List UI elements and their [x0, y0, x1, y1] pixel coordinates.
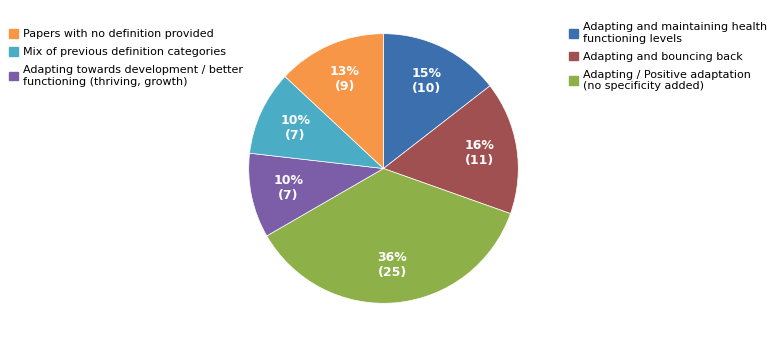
Text: 10%
(7): 10% (7): [281, 114, 311, 142]
Legend: Adapting and maintaining health and
functioning levels, Adapting and bouncing ba: Adapting and maintaining health and func…: [569, 22, 767, 91]
Text: 15%
(10): 15% (10): [411, 67, 441, 95]
Text: 36%
(25): 36% (25): [377, 251, 407, 279]
Wedge shape: [249, 76, 384, 168]
Text: 10%
(7): 10% (7): [274, 174, 304, 202]
Legend: Papers with no definition provided, Mix of previous definition categories, Adapt: Papers with no definition provided, Mix …: [9, 29, 242, 87]
Wedge shape: [384, 34, 490, 168]
Wedge shape: [384, 86, 518, 214]
Text: 16%
(11): 16% (11): [464, 139, 494, 167]
Wedge shape: [249, 153, 384, 236]
Wedge shape: [267, 168, 511, 303]
Wedge shape: [285, 34, 384, 168]
Text: 13%
(9): 13% (9): [330, 65, 360, 93]
